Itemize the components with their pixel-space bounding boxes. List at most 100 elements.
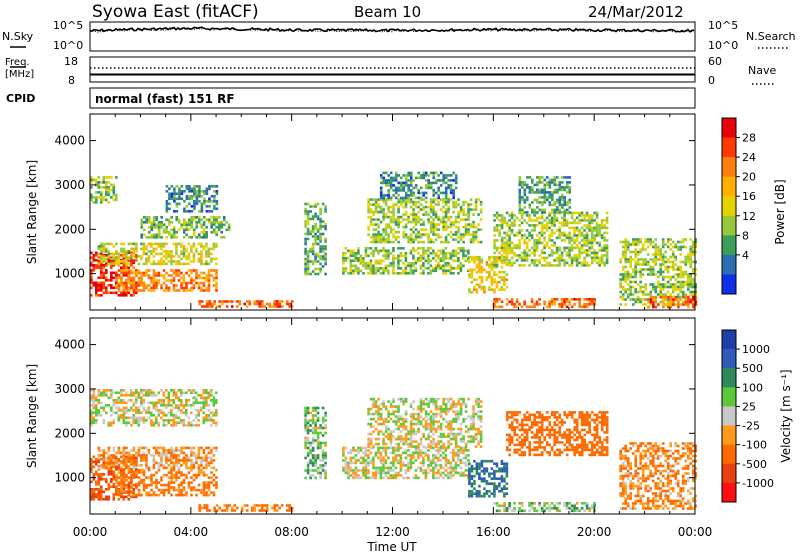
power-cells-cell-9 — [409, 205, 413, 209]
power-cells-cell-15 — [659, 285, 662, 289]
power-cells-cell-11 — [470, 290, 474, 294]
vel-cells-cell-1 — [117, 483, 121, 487]
vel-cells-cell-3 — [162, 404, 166, 407]
power-cells-cell-1 — [152, 271, 156, 275]
power-cells-cell-1 — [185, 281, 188, 285]
power-cells-cell-8 — [424, 252, 428, 255]
power-cells-cell-13 — [585, 211, 589, 215]
power-cells-cell-9 — [439, 235, 443, 239]
power-cells-cell-13 — [558, 254, 561, 257]
power-cells-cell-10 — [402, 181, 405, 185]
power-cells-cell-13 — [505, 249, 509, 252]
vel-cells-cell-1 — [127, 476, 131, 479]
power-cells-cell-13 — [558, 249, 561, 252]
vel-cells-cell-0 — [127, 485, 131, 489]
power-cells-cell-9 — [432, 210, 435, 214]
vel-cells-cell-3 — [135, 389, 138, 392]
power-cells-cell-0 — [95, 284, 98, 287]
power-cells-cell-15 — [689, 290, 692, 294]
vel-cells-cell-3 — [150, 391, 153, 395]
power-cells-cell-12 — [515, 300, 519, 304]
power-cells-cell-9 — [459, 238, 463, 241]
power-cells-cell-12 — [510, 298, 514, 301]
vel-cells-cell-0 — [90, 468, 93, 471]
power-cells-cell-10 — [387, 194, 390, 197]
vel-cells-cell-0 — [117, 465, 121, 469]
power-cells-cell-2 — [115, 257, 118, 261]
power-cells-cell-1 — [215, 284, 218, 287]
power-cells-cell-13 — [588, 229, 591, 232]
power-cells-cell-9 — [427, 213, 430, 216]
vel-cells-cell-0 — [92, 490, 96, 494]
power-cells-cell-11 — [478, 268, 481, 271]
power-cells-cell-3 — [167, 231, 171, 234]
power-cells-cell-15 — [631, 240, 635, 244]
power-cells-cell-5 — [105, 191, 108, 194]
power-cells-cell-15 — [661, 293, 665, 296]
power-cells-cell-14 — [521, 186, 524, 189]
vel-cells-cell-3 — [105, 411, 108, 415]
power-cells-cell-2 — [125, 252, 128, 256]
power-cells-cell-3 — [220, 223, 223, 227]
power-cells-cell-15 — [666, 280, 670, 284]
power-cells-cell-13 — [588, 216, 591, 220]
power-cells-cell-5 — [97, 186, 101, 189]
power-cells-cell-2 — [157, 242, 161, 246]
vel-cells-cell-4 — [220, 509, 224, 512]
vel-cells-cell-3 — [202, 419, 206, 422]
power-cells-cell-9 — [457, 198, 460, 201]
vel-cells-cell-1 — [150, 476, 153, 479]
vel-cells-cell-2 — [97, 466, 101, 470]
power-cells-cell-9 — [432, 240, 435, 244]
power-cells-cell-1 — [197, 286, 201, 290]
power-cells-cell-0 — [125, 264, 128, 267]
power-cells-cell-13 — [498, 214, 501, 217]
power-cells-cell-8 — [402, 247, 405, 250]
power-cells-cell-9 — [429, 215, 433, 219]
vel-cells-cell-2 — [192, 466, 196, 470]
power-cells-cell-12 — [578, 298, 581, 301]
power-cells-cell-9 — [392, 215, 395, 219]
vel-cells-cell-2 — [112, 456, 116, 460]
power-cells-cell-15 — [641, 260, 645, 264]
power-cells-cell-10 — [424, 196, 428, 200]
vel-cells-cell-2 — [177, 456, 181, 460]
power-cells-cell-9 — [454, 215, 458, 219]
vel-cells-cell-2 — [127, 456, 131, 460]
power-cells-cell-8 — [389, 264, 393, 268]
power-cells-cell-13 — [530, 259, 534, 262]
power-cells-cell-10 — [407, 189, 410, 192]
vel-cells-cell-3 — [215, 409, 218, 412]
power-cells-cell-11 — [480, 270, 484, 274]
power-cells-cell-12 — [588, 300, 591, 304]
vel-cells-cell-4 — [213, 506, 216, 510]
power-cells-cell-10 — [432, 171, 435, 175]
power-cells-cell-15 — [676, 240, 680, 244]
vel-cells-cell-3 — [157, 411, 161, 415]
power-cells-cell-10 — [444, 186, 448, 190]
power-cells-cell-7 — [306, 250, 310, 253]
vel-cells-cell-1 — [172, 468, 176, 472]
vel-cells-cell-2 — [207, 464, 211, 467]
power-cells-cell-4 — [260, 300, 264, 303]
vel-cells-cell-3 — [167, 419, 171, 422]
power-cells-cell-1 — [172, 271, 176, 275]
power-cells-cell-9 — [474, 200, 478, 204]
power-cells-cell-11 — [495, 280, 499, 284]
vel-cells-cell-4 — [240, 509, 244, 512]
power-cells-cell-13 — [533, 251, 536, 255]
power-cells-cell-9 — [417, 235, 420, 239]
power-cells-cell-7 — [306, 232, 310, 236]
power-cells-cell-10 — [412, 191, 415, 195]
vel-cells-cell-3 — [160, 411, 163, 415]
power-cells-cell-7 — [319, 255, 322, 258]
power-cells-cell-10 — [379, 174, 383, 177]
power-cells-cell-0 — [100, 266, 103, 270]
power-cells-cell-12 — [550, 300, 554, 304]
power-cells-cell-0 — [105, 254, 108, 257]
power-cells-cell-8 — [457, 247, 460, 250]
power-cells-cell-10 — [432, 191, 435, 195]
power-cells-cell-13 — [583, 259, 586, 262]
power-cells-cell-0 — [107, 259, 111, 262]
power-cells-cell-15 — [624, 288, 627, 291]
